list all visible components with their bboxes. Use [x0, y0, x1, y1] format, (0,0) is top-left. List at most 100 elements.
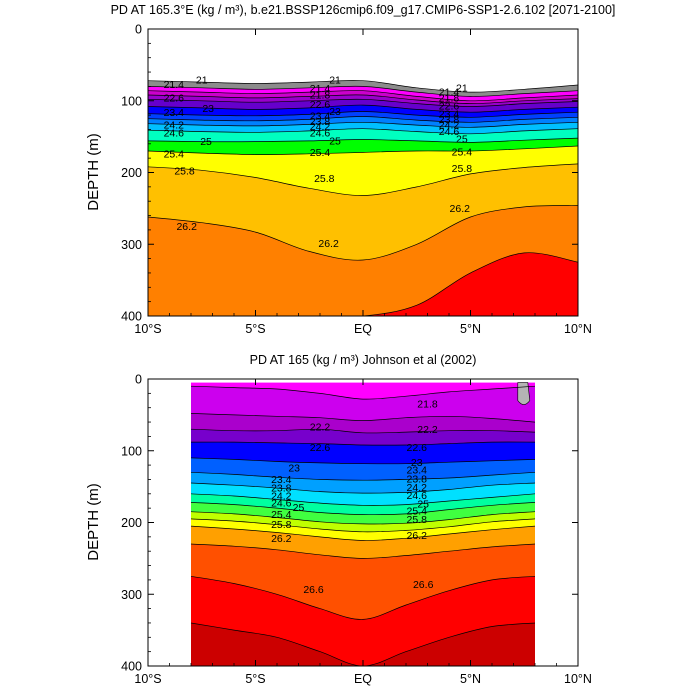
- contour-label: 25: [456, 133, 468, 145]
- contour-label: 24.2: [164, 120, 185, 132]
- contour-label: 24.2: [439, 120, 460, 132]
- contour-line-25-4: [148, 145, 578, 155]
- contour-label: 24.6: [439, 126, 460, 138]
- contour-label: 26.2: [407, 530, 428, 542]
- y-tick-label: 0: [135, 23, 142, 37]
- contour-label: 24.2: [407, 482, 428, 494]
- contour-label: 25: [200, 136, 212, 148]
- y-tick-label: 400: [121, 660, 142, 674]
- contour-label: 22.2: [417, 424, 438, 436]
- x-tick-label: EQ: [354, 322, 372, 336]
- contour-label: 24.6: [407, 490, 428, 502]
- contour-label: 23.4: [164, 107, 185, 119]
- contour-label: 25.4: [310, 147, 331, 159]
- contour-line-25-8: [190, 525, 536, 541]
- contour-line-21-4: [190, 385, 536, 400]
- contour-label: 23: [288, 463, 300, 475]
- panel-top-fills: [148, 29, 578, 316]
- contour-line-23-8: [148, 116, 578, 123]
- contour-label: 23.4: [271, 474, 292, 486]
- panel-top: PD AT 165.3°E (kg / m³), b.e21.BSSP126cm…: [85, 3, 615, 336]
- y-tick-label: 100: [121, 94, 142, 108]
- x-tick-label: EQ: [354, 672, 372, 686]
- contour-line-27: [190, 622, 536, 666]
- contour-line-26-6: [190, 575, 536, 620]
- contour-line-24-2: [190, 493, 536, 506]
- y-tick-label: 300: [121, 238, 142, 252]
- contour-line-23: [190, 457, 536, 465]
- contour-line-25: [190, 511, 536, 525]
- panel-bottom-y-axis-label: DEPTH (m): [85, 483, 102, 561]
- y-tick-label: 100: [121, 444, 142, 458]
- panel-top-contour-labels: 2121.422.62323.424.224.62525.425.826.221…: [164, 75, 473, 251]
- x-tick-label: 10°S: [134, 672, 161, 686]
- contour-label: 22.6: [439, 100, 460, 112]
- contour-label: 25: [417, 498, 429, 510]
- contour-label: 25.4: [452, 146, 473, 158]
- contour-label: 25.8: [452, 163, 473, 175]
- contour-label: 21: [196, 75, 208, 87]
- contour-label: 21: [456, 82, 468, 94]
- band-fill-27: [191, 623, 535, 666]
- missing-data-patch: [517, 382, 531, 405]
- contour-label: 26.2: [271, 533, 292, 545]
- contour-label: 23.8: [310, 116, 331, 128]
- contour-label: 23.8: [439, 114, 460, 126]
- panel-top-y-axis-label: DEPTH (m): [85, 133, 102, 211]
- contour-line-22-6: [190, 441, 536, 446]
- panel-top-title: PD AT 165.3°E (kg / m³), b.e21.BSSP126cm…: [111, 3, 616, 17]
- y-tick-label: 400: [121, 310, 142, 324]
- contour-line-26-6: [148, 252, 578, 316]
- panel-top-ticks: 10°S 5°S EQ 5°N 10°N 0 100 200 300 400: [121, 23, 592, 337]
- contour-line-23-4: [190, 471, 536, 481]
- contour-label: 26.6: [413, 579, 434, 591]
- contour-label: 23.8: [407, 473, 428, 485]
- contour-label: 26.2: [318, 238, 339, 250]
- contour-line-22-2: [190, 428, 536, 434]
- contour-label: 21: [329, 75, 341, 87]
- contour-line-21-8: [190, 413, 536, 423]
- panel-bottom-ticks: 10°S 5°S EQ 5°N 10°N 0 100 200 300 400: [121, 373, 592, 687]
- contour-line-24-2: [148, 121, 578, 128]
- contour-line-23: [148, 104, 578, 113]
- contour-label: 25: [293, 502, 305, 514]
- contour-label: 23.8: [271, 483, 292, 495]
- y-tick-label: 300: [121, 588, 142, 602]
- contour-line-26-2: [190, 543, 536, 559]
- contour-label: 21.4: [439, 87, 460, 99]
- panel-bottom-contour-lines: [190, 385, 536, 666]
- contour-label: 22.6: [164, 92, 185, 104]
- panel-top-contour-lines: [148, 80, 578, 316]
- x-tick-label: 10°N: [564, 322, 592, 336]
- panel-bottom-title: PD AT 165 (kg / m³) Johnson et al (2002): [250, 353, 477, 367]
- contour-label: 23: [411, 457, 423, 469]
- contour-line-26-2: [148, 205, 578, 261]
- contour-line-21: [148, 80, 578, 93]
- contour-line-24-6: [148, 128, 578, 135]
- contour-label: 24.2: [271, 491, 292, 503]
- contour-line-25-4: [190, 518, 536, 533]
- contour-label: 26.2: [450, 203, 471, 215]
- panel-bottom-contour-labels: 21.822.2 22.222.6 22.623 2323.423.423.823.8…: [271, 399, 438, 596]
- panel-bottom: PD AT 165 (kg / m³) Johnson et al (2002)…: [85, 353, 592, 686]
- contour-label: 25.4: [407, 506, 428, 518]
- contour-label: 23.4: [310, 110, 331, 122]
- x-tick-label: 5°S: [245, 672, 265, 686]
- y-tick-label: 200: [121, 166, 142, 180]
- contour-line-21-8: [148, 90, 578, 102]
- contour-label: 25.8: [314, 173, 335, 185]
- contour-label: 21.8: [310, 90, 331, 102]
- contour-label: 21.4: [310, 83, 331, 95]
- x-tick-label: 5°S: [245, 322, 265, 336]
- contour-label: 23.4: [407, 465, 428, 477]
- x-tick-label: 10°S: [134, 322, 161, 336]
- contour-label: 24.6: [310, 128, 331, 140]
- contour-label: 21.8: [417, 399, 438, 411]
- contour-line-22-6: [148, 98, 578, 107]
- contour-label: 25.8: [407, 514, 428, 526]
- x-tick-label: 5°N: [460, 672, 481, 686]
- contour-label: 26.2: [176, 221, 197, 233]
- contour-label: 25.4: [271, 509, 292, 521]
- contour-label: 22.6: [407, 442, 428, 454]
